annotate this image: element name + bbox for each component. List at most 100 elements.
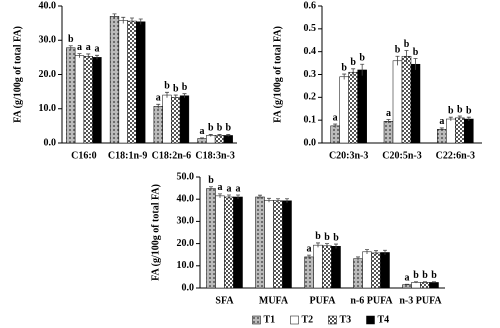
error-bar: [374, 250, 378, 256]
bar: [437, 129, 447, 144]
error-bar: [258, 194, 262, 199]
y-tick-label: 0.1: [304, 114, 317, 125]
y-axis-label: FA (g/100g of total FA): [272, 26, 283, 123]
error-bar: [466, 116, 471, 121]
bar: [401, 55, 412, 144]
error-bar: [360, 63, 365, 76]
y-tick-label: 30.0: [177, 216, 195, 227]
error-bar: [209, 186, 213, 191]
x-tick-label: MUFA: [259, 295, 289, 306]
bar: [392, 60, 403, 144]
bar: [206, 188, 216, 289]
error-bar: [351, 68, 356, 76]
significance-letter: b: [68, 34, 74, 45]
significance-letter: b: [208, 123, 214, 134]
significance-letter: b: [413, 270, 419, 281]
error-bar: [457, 115, 462, 120]
bar: [380, 252, 390, 289]
bar: [136, 21, 146, 144]
bar: [162, 94, 172, 144]
y-tick-label: 20.0: [39, 69, 57, 80]
significance-letter: a: [95, 44, 100, 55]
bar: [214, 135, 225, 144]
y-tick-label: 0.4: [304, 46, 317, 57]
bar: [420, 282, 430, 289]
y-axis-label: FA (g/100g of total FA): [150, 184, 161, 281]
bar: [264, 200, 274, 289]
significance-letter: a: [439, 116, 444, 127]
error-bar: [405, 283, 409, 286]
significance-letter: b: [324, 232, 330, 243]
bar: [429, 282, 439, 289]
error-bar: [112, 13, 117, 19]
significance-letter: b: [422, 270, 428, 281]
x-tick-label: PUFA: [310, 295, 337, 306]
x-tick-label: SFA: [215, 295, 234, 306]
bar: [362, 251, 372, 289]
bar: [179, 95, 190, 144]
significance-letter: b: [333, 232, 339, 243]
error-bar: [386, 119, 391, 124]
error-bar: [334, 243, 338, 249]
x-tick-label: n-6 PUFA: [350, 295, 393, 306]
bar: [322, 245, 332, 289]
x-tick-label: C22:6n-3: [436, 150, 475, 161]
error-bar: [414, 281, 418, 284]
bar: [348, 71, 358, 144]
legend-swatch: [328, 315, 337, 325]
error-bar: [432, 281, 436, 284]
error-bar: [182, 93, 187, 98]
significance-letter: a: [218, 182, 223, 193]
significance-letter: b: [208, 175, 214, 186]
y-tick-label: 0.6: [304, 0, 317, 11]
y-tick-label: 10.0: [177, 260, 195, 271]
significance-letter: b: [413, 47, 419, 58]
bar: [206, 135, 216, 144]
y-tick-label: 0.0: [182, 282, 195, 293]
bar: [223, 135, 233, 144]
error-bar: [333, 123, 338, 128]
y-tick-label: 0.0: [44, 137, 57, 148]
significance-letter: b: [182, 82, 188, 93]
error-bar: [316, 242, 320, 248]
error-bar: [276, 198, 280, 203]
significance-letter: b: [359, 53, 365, 64]
significance-letter: b: [431, 270, 437, 281]
bar: [153, 106, 163, 144]
bar: [464, 118, 474, 144]
bar: [282, 200, 292, 289]
bar: [92, 57, 102, 144]
legend-label: T2: [302, 314, 314, 325]
y-tick-label: 0.2: [304, 92, 317, 103]
error-bar: [121, 16, 126, 24]
y-axis-label: FA (g/100g of total FA): [12, 26, 23, 123]
error-bar: [267, 197, 271, 203]
significance-letter: b: [173, 83, 179, 94]
legend-swatch: [366, 315, 375, 325]
error-bar: [217, 134, 222, 137]
error-bar: [236, 194, 240, 199]
significance-letter: a: [236, 183, 241, 194]
bar: [357, 69, 367, 144]
error-bar: [200, 137, 204, 140]
bar: [330, 125, 340, 144]
bar: [304, 256, 314, 289]
error-bar: [325, 243, 329, 249]
x-tick-label: C16:0: [71, 150, 97, 161]
significance-letter: b: [395, 45, 401, 56]
significance-letter: a: [333, 112, 338, 123]
error-bar: [404, 50, 409, 62]
bar: [127, 20, 137, 144]
error-bar: [86, 53, 91, 59]
y-tick-label: 40.0: [39, 0, 57, 11]
y-tick-label: 0.0: [304, 137, 317, 148]
error-bar: [285, 198, 289, 203]
error-bar: [165, 91, 169, 98]
bar: [446, 118, 456, 144]
error-bar: [413, 58, 418, 70]
bar: [455, 117, 465, 144]
x-tick-label: C18:2n-6: [152, 150, 191, 161]
significance-letter: a: [156, 93, 161, 104]
significance-letter: b: [164, 81, 170, 92]
